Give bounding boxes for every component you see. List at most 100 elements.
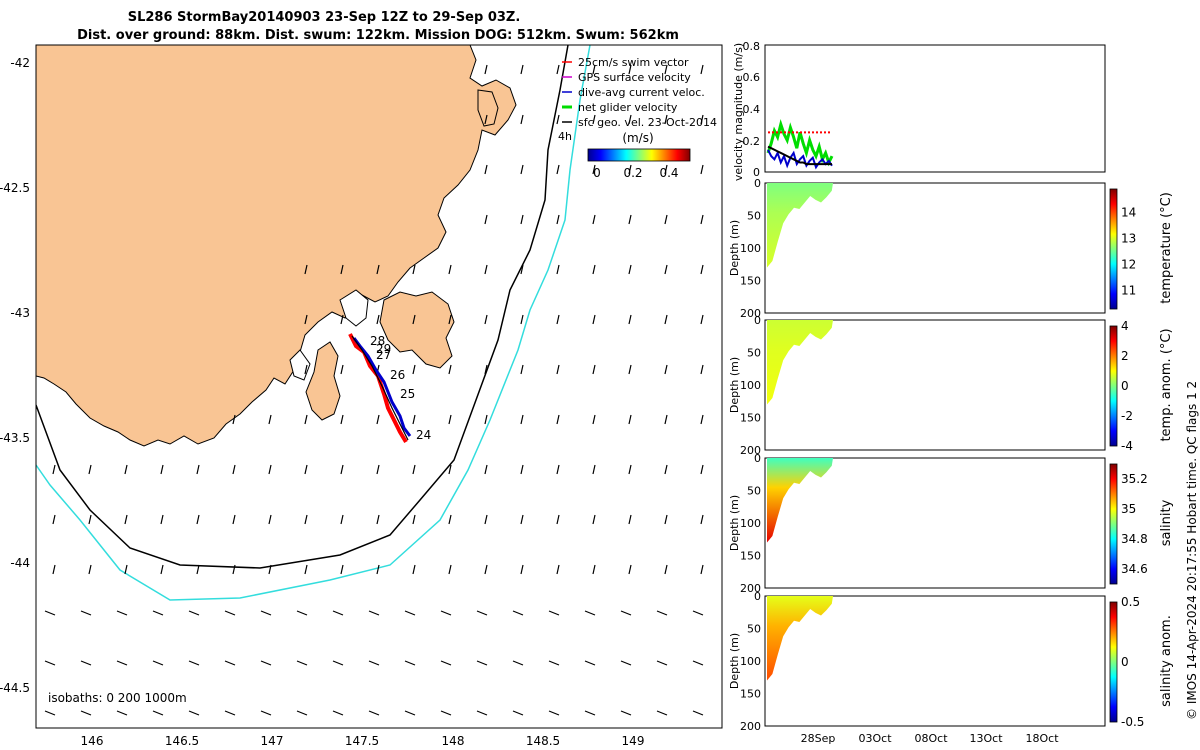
velocity-arrow (440, 660, 452, 666)
depth-y-tick: 200 (740, 444, 761, 457)
colorbar-tick: 34.8 (1121, 532, 1148, 546)
velocity-arrow (304, 464, 308, 475)
depth-y-tick: 50 (747, 623, 761, 636)
depth-y-tick: 50 (747, 347, 761, 360)
velocity-arrow (448, 414, 452, 425)
velocity-arrow (692, 710, 704, 716)
colorbar-tick: -4 (1121, 439, 1133, 453)
map-x-tick: 147 (261, 734, 284, 748)
depth-colorbar (1109, 463, 1118, 585)
velocity-arrow (152, 610, 164, 616)
velocity-arrow (304, 564, 308, 575)
velocity-arrow (304, 514, 308, 525)
velocity-arrow (556, 64, 560, 75)
colorbar-label: salinity (1159, 499, 1174, 546)
velocity-arrow (232, 514, 236, 525)
velocity-arrow (260, 610, 272, 616)
velocity-arrow (628, 64, 632, 75)
colorbar-tick: 4 (1121, 319, 1129, 333)
velocity-arrow (88, 464, 92, 475)
velocity-arrow (664, 464, 668, 475)
velocity-arrow (304, 264, 308, 275)
velocity-arrow (304, 314, 308, 325)
velocity-arrow (692, 660, 704, 666)
map-y-tick: -42.5 (0, 181, 30, 195)
velocity-arrow (512, 660, 524, 666)
velocity-arrow (700, 114, 704, 125)
track-day-29: 29 (376, 342, 391, 356)
track-day-26: 26 (390, 368, 405, 382)
velocity-arrow (260, 660, 272, 666)
glider-track-black (351, 335, 409, 441)
map-colorbar-tick: 0 (593, 166, 601, 180)
velocity-arrow (448, 364, 452, 375)
depth-y-tick: 0 (754, 452, 761, 465)
velocity-arrow (412, 314, 416, 325)
velocity-arrow (484, 264, 488, 275)
depth-colorbar (1109, 188, 1118, 310)
velocity-arrow (404, 710, 416, 716)
velocity-arrow (412, 464, 416, 475)
velocity-arrow (340, 414, 344, 425)
map-x-axis: 146 146.5 147 147.5 148 148.5 149 (81, 734, 645, 748)
velocity-arrow (116, 710, 128, 716)
velocity-arrow (628, 464, 632, 475)
velocity-arrow (592, 314, 596, 325)
velocity-arrow (700, 64, 704, 75)
velocity-arrow (116, 660, 128, 666)
velocity-arrow (124, 464, 128, 475)
velocity-arrow (628, 564, 632, 575)
velocity-arrow (520, 114, 524, 125)
legend-gps-velocity: GPS surface velocity (578, 71, 691, 84)
bruny-island (305, 341, 341, 421)
velocity-arrow (592, 564, 596, 575)
velocity-arrow (88, 514, 92, 525)
colorbar-tick: -2 (1121, 409, 1133, 423)
map-x-tick: 147.5 (345, 734, 379, 748)
velocity-arrow (520, 264, 524, 275)
time-x-tick: 08Oct (914, 732, 948, 745)
velocity-arrow (124, 514, 128, 525)
depth-y-tick: 0 (754, 590, 761, 603)
velocity-arrow (368, 610, 380, 616)
velocity-arrow (224, 660, 236, 666)
velocity-arrow (80, 710, 92, 716)
velocity-arrow (332, 710, 344, 716)
velocity-arrow (656, 660, 668, 666)
velocity-arrow (52, 464, 56, 475)
velocity-arrow (520, 414, 524, 425)
velocity-arrow (340, 464, 344, 475)
velocity-arrow (412, 564, 416, 575)
map-title-line1: SL286 StormBay20140903 23-Sep 12Z to 29-… (128, 10, 521, 25)
isobath-1000m (36, 45, 591, 601)
velocity-arrow (188, 610, 200, 616)
legend-dive-avg: dive-avg current veloc. (578, 86, 705, 99)
velocity-arrow (152, 660, 164, 666)
colorbar-tick: -0.5 (1121, 715, 1144, 729)
colorbar-tick: 11 (1121, 284, 1136, 298)
depth-y-tick: 100 (740, 379, 761, 392)
depth-y-tick: 100 (740, 517, 761, 530)
velocity-arrow (268, 514, 272, 525)
velocity-arrow (700, 314, 704, 325)
velocity-arrow (260, 710, 272, 716)
velocity-arrow (520, 214, 524, 225)
depth-y-tick: 100 (740, 655, 761, 668)
velocity-arrow (628, 214, 632, 225)
depth-y-tick: 200 (740, 307, 761, 320)
velocity-arrow (548, 660, 560, 666)
velocity-arrow (304, 414, 308, 425)
map-y-axis: -42 -42.5 -43 -43.5 -44 -44.5 (0, 56, 30, 695)
velocity-arrow (376, 514, 380, 525)
map-title-line2: Dist. over ground: 88km. Dist. swum: 122… (77, 28, 679, 43)
legend-swim-vector: 25cm/s swim vector (578, 56, 689, 69)
velocity-arrow (484, 364, 488, 375)
velocity-arrow (556, 464, 560, 475)
track-day-27: 27 (376, 348, 391, 362)
velocity-arrow (44, 710, 56, 716)
velocity-arrow (152, 710, 164, 716)
depth-y-tick: 50 (747, 210, 761, 223)
velocity-arrow (116, 610, 128, 616)
legend-sfc-geo: sfc geo. vel. 23-Oct-2014 (578, 116, 717, 129)
